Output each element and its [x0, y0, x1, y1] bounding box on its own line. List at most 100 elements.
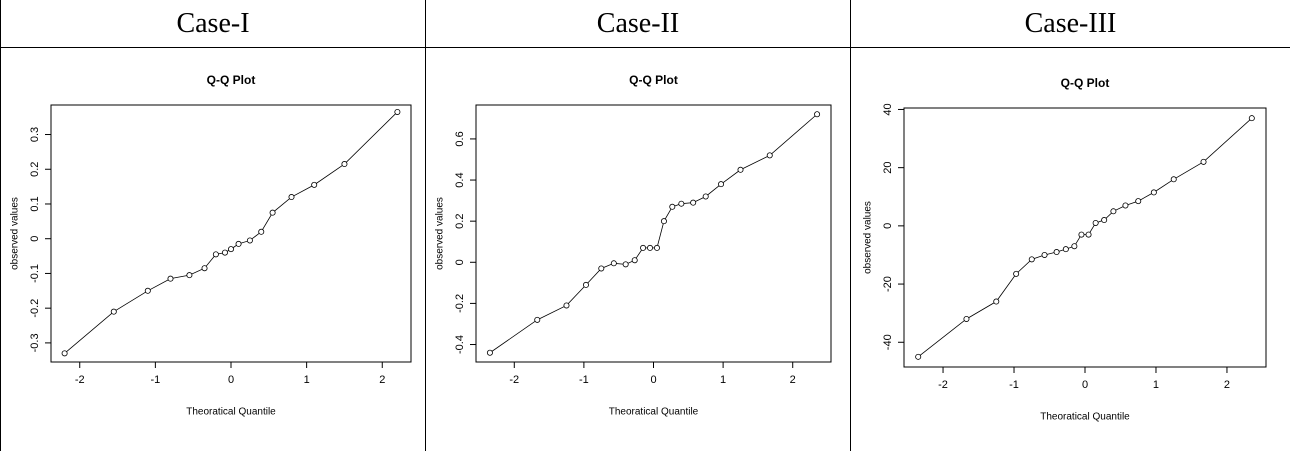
- y-tick-label: -0.2: [454, 294, 466, 313]
- qq-point: [341, 161, 348, 168]
- y-tick-label: 0: [882, 223, 894, 229]
- qq-point: [1110, 208, 1117, 215]
- y-tick-label: 0.6: [454, 131, 466, 146]
- y-tick-label: -40: [882, 334, 894, 350]
- qq-point: [534, 316, 541, 323]
- qq-point: [1092, 219, 1099, 226]
- qq-point: [269, 209, 276, 216]
- qq-point: [766, 152, 773, 159]
- qq-point: [1101, 217, 1108, 224]
- qq-point: [311, 181, 318, 188]
- qq-point: [598, 265, 605, 272]
- qq-point: [1122, 202, 1129, 209]
- qq-point: [993, 298, 1000, 305]
- y-axis-label: observed values: [863, 201, 874, 274]
- y-tick-label: -20: [882, 276, 894, 292]
- y-tick-label: 0.2: [29, 162, 41, 177]
- chart: Q-Q Plot -2 -1 0 1 2 -0.4 -0.2 0 0.2 0.4 0.6 Theorat…: [435, 73, 832, 418]
- qq-point: [1248, 115, 1255, 122]
- qq-point: [221, 249, 228, 256]
- qq-point: [167, 275, 174, 282]
- y-tick-label: 0: [29, 236, 41, 242]
- table-cell: Case-III Q-Q Plot -2 -1 0 1 2 -40 -20 0 20 40 Theora…: [850, 0, 1290, 451]
- x-tick-label: 1: [720, 374, 726, 386]
- y-tick-label: 0.1: [29, 196, 41, 211]
- x-tick-label: 1: [1153, 379, 1159, 391]
- qq-point: [678, 200, 685, 207]
- qq-point: [258, 228, 265, 235]
- qq-point: [1028, 256, 1035, 263]
- chart-title: Q-Q Plot: [207, 73, 256, 87]
- y-tick-label: -0.2: [29, 299, 41, 318]
- x-tick-label: -2: [75, 374, 85, 386]
- chart-title: Q-Q Plot: [1061, 76, 1110, 90]
- qq-line: [489, 113, 818, 354]
- qq-point: [394, 108, 401, 115]
- chart-title: Q-Q Plot: [629, 73, 678, 87]
- qq-point: [814, 111, 821, 118]
- table-cell: Case-I Q-Q Plot -2 -1 0 1 2 -0.3 -0.2 -0.1 0 0.1 0.2…: [0, 0, 425, 451]
- qq-point: [1135, 198, 1142, 205]
- x-axis-label: Theoratical Quantile: [1040, 412, 1130, 423]
- qq-point: [486, 349, 493, 356]
- qq-point: [915, 353, 922, 360]
- case-header: Case-II: [426, 0, 850, 48]
- qq-line: [64, 111, 398, 354]
- qq-point: [1170, 176, 1177, 183]
- y-tick-label: 0.4: [454, 172, 466, 187]
- chart: Q-Q Plot -2 -1 0 1 2 -40 -20 0 20 40 Theoratical Qu…: [863, 76, 1267, 423]
- qq-point: [1041, 251, 1048, 258]
- y-tick-label: 0.3: [29, 127, 41, 142]
- qq-point: [110, 308, 117, 315]
- qq-point: [660, 218, 667, 225]
- x-tick-label: -1: [1009, 379, 1019, 391]
- x-tick-label: -1: [579, 374, 589, 386]
- qq-point: [227, 246, 234, 253]
- qq-point: [1085, 231, 1092, 238]
- qq-point: [640, 244, 647, 251]
- qq-point: [582, 281, 589, 288]
- x-tick-label: 0: [650, 374, 656, 386]
- qq-point: [61, 350, 68, 357]
- qq-point: [622, 261, 629, 268]
- qq-point: [737, 166, 744, 173]
- qq-point: [1013, 270, 1020, 277]
- y-tick-label: -0.4: [454, 335, 466, 354]
- y-tick-label: -0.1: [29, 264, 41, 283]
- qq-point: [690, 199, 697, 206]
- qq-point: [631, 257, 638, 264]
- x-tick-label: 2: [790, 374, 796, 386]
- x-tick-label: 1: [304, 374, 310, 386]
- plot-frame: [475, 104, 832, 363]
- y-tick-label: 0: [454, 259, 466, 265]
- qq-point: [653, 244, 660, 251]
- qq-point: [1200, 158, 1207, 165]
- y-axis-label: observed values: [10, 197, 21, 270]
- y-tick-label: 40: [882, 103, 894, 115]
- plot-frame: [50, 104, 412, 363]
- qq-point: [647, 244, 654, 251]
- qq-point: [144, 287, 151, 294]
- x-tick-label: -1: [150, 374, 160, 386]
- x-tick-label: 2: [379, 374, 385, 386]
- x-tick-label: -2: [938, 379, 948, 391]
- y-tick-label: 20: [882, 162, 894, 174]
- x-tick-label: 2: [1224, 379, 1230, 391]
- x-axis-label: Theoratical Quantile: [609, 407, 699, 418]
- qq-point: [1071, 243, 1078, 250]
- qq-point: [702, 193, 709, 200]
- qq-point: [212, 251, 219, 258]
- qq-point: [186, 272, 193, 279]
- case-header: Case-III: [851, 0, 1290, 48]
- y-tick-label: 0.2: [454, 214, 466, 229]
- x-tick-label: -2: [509, 374, 519, 386]
- chart: Q-Q Plot -2 -1 0 1 2 -0.3 -0.2 -0.1 0 0.1 0.2 0.3 The…: [10, 73, 412, 418]
- qq-point: [246, 237, 253, 244]
- qq-point: [1150, 189, 1157, 196]
- y-tick-label: -0.3: [29, 333, 41, 352]
- case-header: Case-I: [1, 0, 425, 48]
- qq-point: [563, 302, 570, 309]
- qq-point: [963, 315, 970, 322]
- qq-point: [1053, 249, 1060, 256]
